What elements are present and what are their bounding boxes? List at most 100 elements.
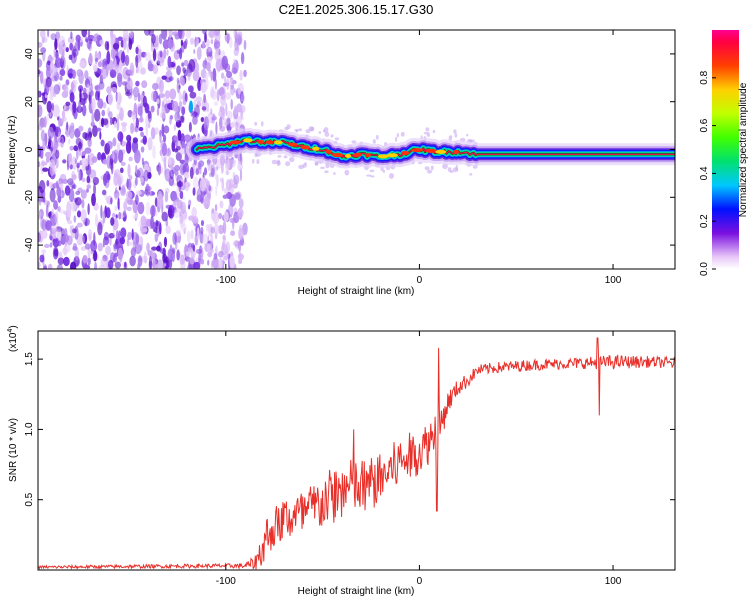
noise-blob	[179, 190, 184, 200]
noise-blob	[239, 69, 243, 81]
noise-blob	[86, 184, 91, 189]
noise-blob	[71, 174, 77, 181]
noise-blob	[97, 152, 102, 161]
noise-blob	[192, 70, 200, 82]
noise-blob	[110, 30, 114, 39]
noise-blob	[102, 254, 108, 262]
noise-blob	[221, 50, 225, 58]
noise-blob	[127, 75, 131, 82]
snr-multiplier-exp: 4	[7, 329, 14, 333]
noise-blob	[113, 120, 117, 129]
noise-blob	[175, 152, 182, 162]
noise-blob	[221, 55, 229, 70]
noise-blob	[324, 131, 330, 137]
noise-blob	[163, 156, 167, 168]
noise-blob	[454, 133, 458, 138]
noise-blob	[108, 111, 113, 120]
noise-blob	[173, 124, 177, 131]
noise-blob	[54, 57, 62, 69]
signal-hotspot	[257, 139, 265, 144]
noise-blob	[154, 233, 159, 243]
noise-blob	[226, 110, 233, 120]
noise-blob	[219, 200, 224, 209]
noise-blob	[128, 137, 132, 151]
noise-blob	[122, 210, 127, 218]
noise-blob	[225, 179, 232, 191]
noise-blob	[72, 242, 78, 251]
noise-blob	[117, 72, 123, 83]
noise-blob	[129, 255, 136, 267]
noise-blob	[140, 51, 147, 58]
noise-blob	[81, 198, 85, 209]
signal-hotspot	[331, 153, 344, 158]
noise-blob	[168, 30, 173, 39]
noise-blob	[234, 31, 238, 44]
noise-blob	[219, 125, 226, 132]
colorbar-gradient	[712, 30, 739, 269]
noise-blob	[49, 188, 56, 203]
signal-hotspot	[325, 149, 332, 154]
colorbar-tick-label: 0.6	[699, 118, 710, 132]
noise-blob	[426, 169, 433, 174]
noise-blob	[193, 261, 201, 269]
noise-blob	[394, 137, 398, 142]
noise-blob	[93, 64, 98, 72]
noise-blob	[164, 90, 171, 99]
noise-blob	[223, 158, 229, 164]
noise-blob	[283, 155, 288, 159]
signal-hotspot	[188, 100, 193, 113]
noise-blob	[78, 149, 81, 157]
noise-blob	[112, 150, 115, 161]
noise-blob	[232, 79, 237, 85]
noise-blob	[177, 129, 182, 142]
noise-blob	[102, 102, 107, 109]
noise-blob	[229, 159, 234, 165]
noise-blob	[423, 131, 430, 135]
noise-blob	[240, 52, 245, 65]
noise-blob	[110, 197, 113, 205]
noise-blob	[323, 129, 326, 133]
noise-blob	[60, 117, 65, 124]
noise-blob	[137, 105, 143, 116]
noise-blob	[121, 124, 127, 133]
noise-blob	[118, 211, 122, 220]
noise-blob	[142, 95, 147, 108]
noise-blob	[81, 104, 87, 117]
noise-blob	[127, 241, 134, 246]
noise-blob	[85, 166, 90, 171]
noise-blob	[453, 129, 457, 134]
snr-x-tick-label: 100	[605, 576, 622, 587]
noise-blob	[206, 62, 211, 72]
noise-blob	[104, 40, 109, 51]
noise-blob	[163, 48, 167, 59]
noise-blob	[195, 96, 203, 103]
noise-blob	[448, 137, 453, 141]
noise-blob	[156, 245, 161, 252]
noise-blob	[152, 64, 159, 75]
noise-blob	[77, 141, 83, 150]
noise-blob	[156, 60, 161, 66]
noise-blob	[210, 90, 218, 100]
noise-blob	[87, 203, 90, 216]
noise-blob	[226, 70, 233, 79]
noise-blob	[81, 177, 86, 183]
noise-blob	[74, 247, 80, 261]
noise-blob	[46, 180, 50, 187]
noise-blob	[198, 162, 202, 171]
noise-blob	[169, 169, 174, 180]
noise-blob	[94, 261, 98, 269]
noise-blob	[91, 156, 98, 163]
noise-blob	[223, 75, 227, 83]
signal-hotspot	[353, 152, 363, 157]
noise-blob	[233, 174, 240, 185]
noise-blob	[82, 235, 85, 245]
noise-blob	[140, 227, 148, 233]
noise-blob	[200, 81, 207, 94]
noise-blob	[190, 110, 198, 118]
noise-blob	[188, 59, 196, 73]
noise-blob	[123, 201, 128, 211]
noise-blob	[107, 259, 114, 269]
noise-blob	[159, 129, 162, 144]
noise-blob	[154, 210, 158, 217]
noise-blob	[117, 197, 120, 210]
